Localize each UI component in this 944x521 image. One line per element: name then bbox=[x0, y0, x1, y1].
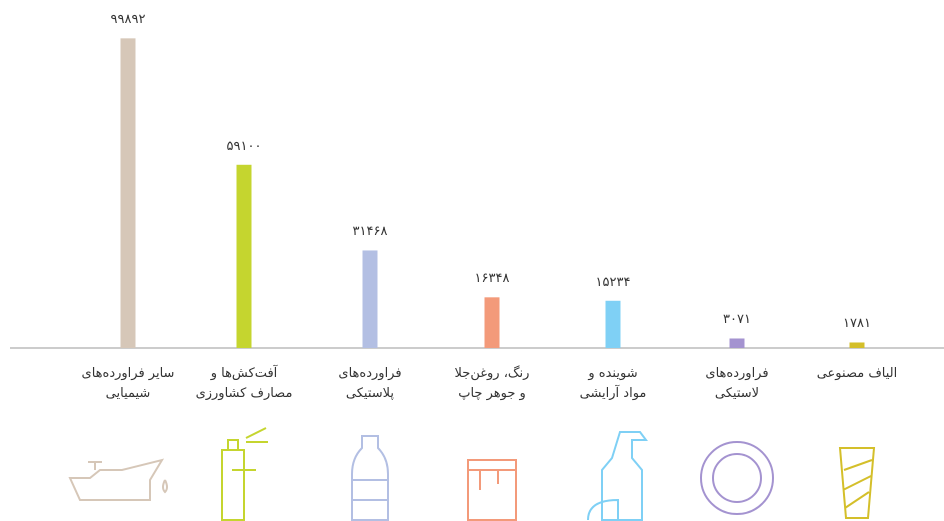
bar bbox=[362, 250, 378, 348]
icon-cleaner bbox=[587, 431, 648, 521]
value-label: ۳۰۷۱ bbox=[723, 312, 751, 328]
x-tick-label: آفت‌کش‌ها و مصارف کشاورزی bbox=[195, 366, 293, 401]
icon-oilcan bbox=[68, 458, 168, 501]
icon-yarn bbox=[838, 447, 876, 519]
x-tick-label: فراورده‌های لاستیکی bbox=[705, 366, 769, 401]
value-label: ۱۶۳۴۸ bbox=[474, 271, 510, 287]
bar bbox=[729, 338, 745, 348]
value-label: ۱۵۲۳۴ bbox=[595, 274, 631, 290]
value-label: ۹۹۸۹۲ bbox=[110, 12, 146, 28]
bar bbox=[849, 342, 865, 348]
icon-paint bbox=[467, 459, 517, 521]
x-tick-label: فراورده‌های پلاستیکی bbox=[338, 366, 402, 401]
x-tick-label: رنگ، روغن‌جلا و جوهر چاپ bbox=[454, 366, 530, 401]
icon-tire bbox=[700, 441, 774, 515]
bar bbox=[236, 164, 252, 348]
value-label: ۳۱۴۶۸ bbox=[352, 224, 388, 240]
bar bbox=[605, 300, 621, 348]
value-label: ۵۹۱۰۰ bbox=[226, 138, 262, 154]
bar bbox=[484, 297, 500, 348]
icon-spray bbox=[221, 427, 268, 521]
icon-bottle bbox=[351, 435, 389, 521]
icon-rim bbox=[712, 453, 762, 503]
x-tick-label: الیاف مصنوعی bbox=[816, 366, 898, 381]
bar bbox=[120, 38, 136, 348]
icons bbox=[68, 427, 876, 521]
value-label: ۱۷۸۱ bbox=[843, 316, 871, 332]
x-tick-label: سایر فراورده‌های شیمیایی bbox=[81, 366, 175, 401]
x-tick-label: شوینده و مواد آرایشی bbox=[579, 366, 647, 401]
